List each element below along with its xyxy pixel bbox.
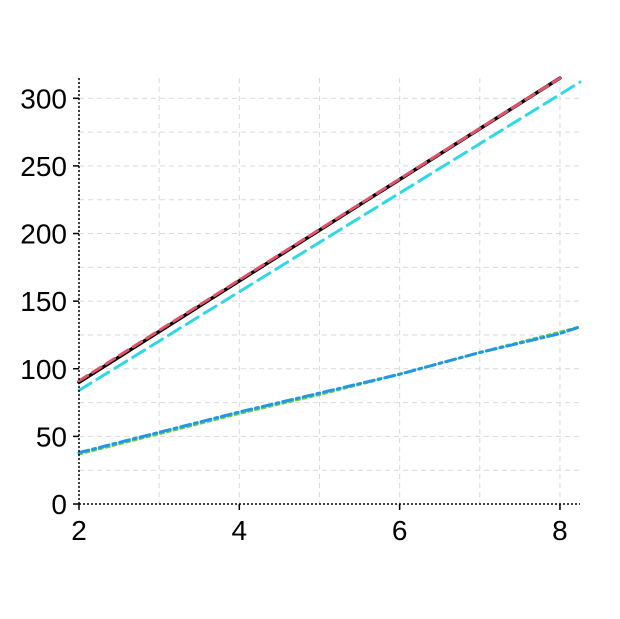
series-line-2	[77, 76, 562, 383]
series-line-5	[77, 325, 582, 455]
y-tick-label: 50	[36, 421, 67, 452]
x-tick-label: 8	[552, 515, 568, 546]
tick-labels: 0 50 100 150 200 250 300 2 4 6 8	[20, 83, 567, 546]
series-group	[77, 76, 582, 456]
y-tick-label: 150	[20, 286, 67, 317]
x-tick-label: 4	[232, 515, 248, 546]
x-tick-label: 6	[392, 515, 408, 546]
y-tick-label: 100	[20, 354, 67, 385]
y-tick-label: 300	[20, 83, 67, 114]
x-tick-label: 2	[71, 515, 87, 546]
axes	[73, 78, 580, 510]
y-tick-label: 200	[20, 219, 67, 250]
series-line-3	[77, 80, 582, 392]
grid	[78, 78, 580, 504]
y-tick-label: 0	[51, 489, 67, 520]
y-tick-label: 250	[20, 151, 67, 182]
